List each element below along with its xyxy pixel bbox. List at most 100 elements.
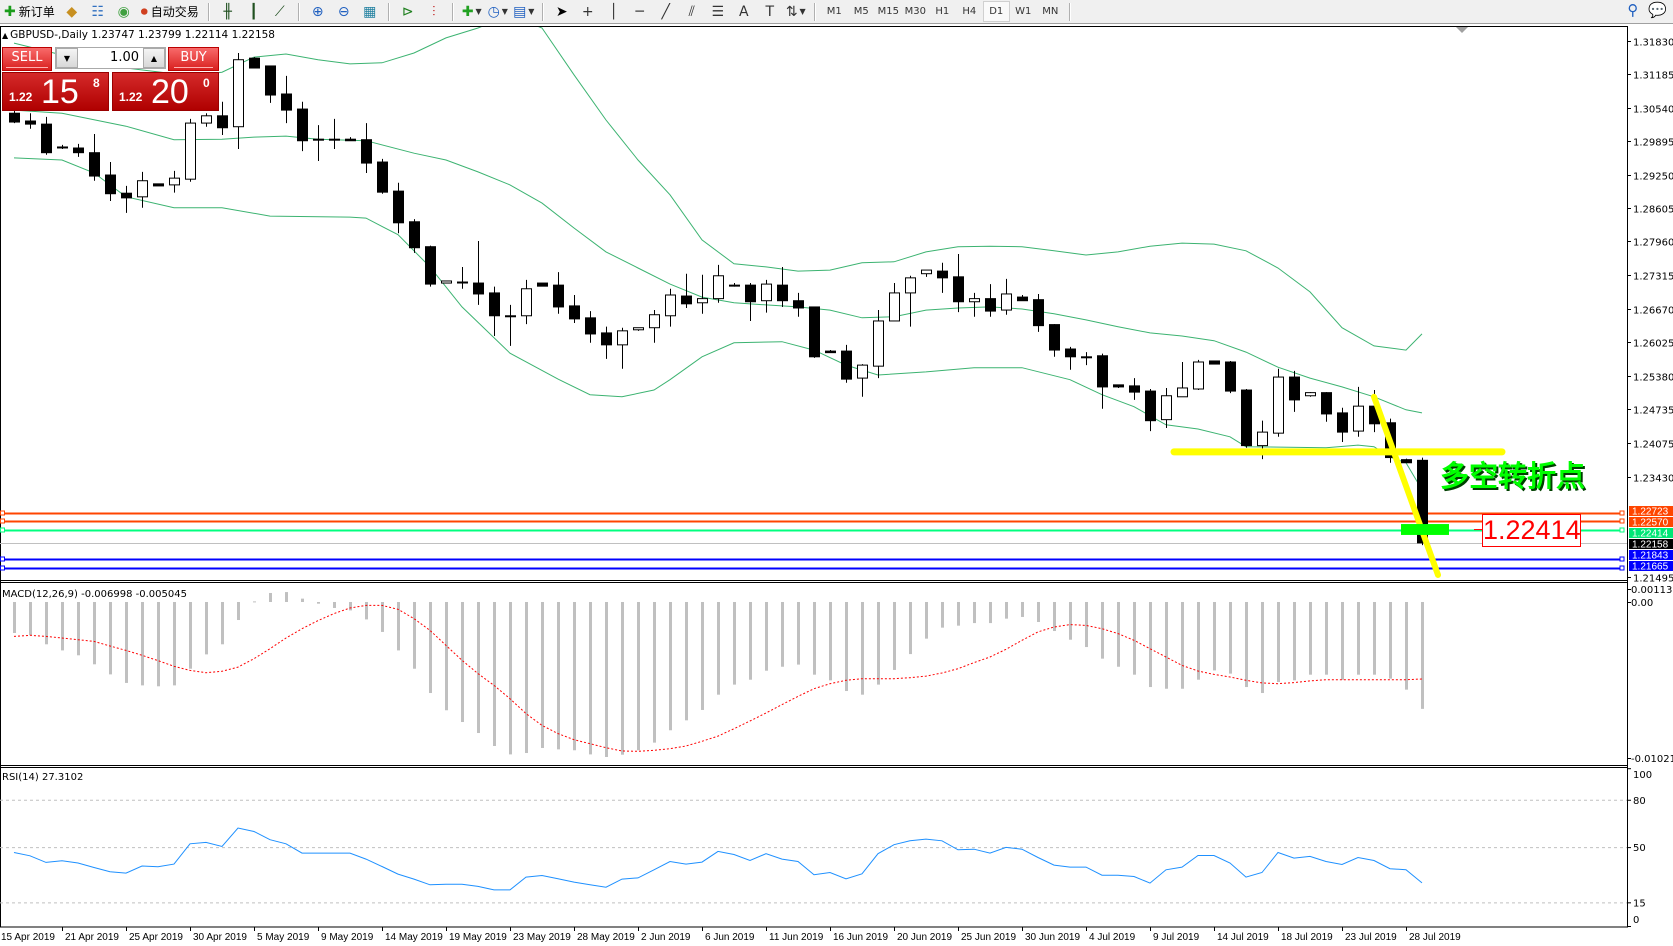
date-axis-label: 19 May 2019	[449, 932, 507, 943]
macd-histogram-bar	[893, 602, 896, 670]
timeframe-m1[interactable]: M1	[826, 6, 842, 17]
candle	[1001, 278, 1012, 315]
bollinger-upper-band	[13, 27, 1423, 351]
search-icon[interactable]: ⚲	[1627, 1, 1639, 19]
timeframe-h1[interactable]: H1	[935, 6, 950, 17]
buy-price-button[interactable]: 1.22 20 0	[112, 72, 219, 111]
dropdown-arrow-icon[interactable]: ▼	[501, 7, 508, 16]
tile-windows-button[interactable]: ▦	[357, 1, 383, 22]
timeframe-h4[interactable]: H4	[962, 6, 977, 17]
sell-price-button[interactable]: 1.22 15 8	[2, 72, 109, 111]
line-handle[interactable]	[1619, 510, 1625, 516]
line-handle[interactable]	[0, 518, 5, 524]
sell-price-prefix: 1.22	[9, 90, 33, 104]
breakdown-trendline[interactable]	[1371, 393, 1441, 578]
timeframe-m15[interactable]: M15	[877, 6, 899, 17]
annotation-text[interactable]: 多空转折点	[1440, 459, 1585, 493]
date-axis-label: 2 Jun 2019	[641, 932, 691, 943]
bar-chart-icon: ╫	[223, 3, 232, 20]
price-tag-bg	[1629, 517, 1673, 527]
sell-button[interactable]: SELL	[2, 47, 52, 71]
line-chart-button[interactable]: ⟋	[267, 1, 293, 22]
candle-body-bullish	[729, 284, 740, 287]
timeframe-d1[interactable]: D1	[982, 1, 1010, 22]
macd-histogram-bar	[1181, 602, 1184, 689]
dropdown-arrow-icon[interactable]: ▼	[475, 7, 482, 16]
candle-body-bullish	[1353, 405, 1364, 432]
line-handle[interactable]	[1619, 565, 1625, 571]
zoom-in-button[interactable]: ⊕	[305, 1, 331, 22]
price-tag-bg	[1629, 561, 1673, 571]
candle-body-bearish	[1049, 324, 1060, 351]
text-button[interactable]: A	[731, 1, 757, 22]
collapse-triangle-icon[interactable]: ▲	[2, 31, 9, 40]
timeframe-m30[interactable]: M30	[904, 6, 926, 17]
equidistant-channel-button[interactable]: ⫽	[679, 1, 705, 22]
navigator-button[interactable]: ☷	[85, 1, 111, 22]
fibonacci-button[interactable]: ☰	[705, 1, 731, 22]
signals-button[interactable]: ◉	[111, 1, 137, 22]
lot-increase-button[interactable]: ▲	[143, 48, 165, 68]
price-label-object[interactable]: 1.22414	[1482, 514, 1581, 547]
chart-shift-button[interactable]: ⫶	[421, 1, 447, 22]
timeframe-m5[interactable]: M5	[853, 6, 869, 17]
line-handle[interactable]	[0, 556, 5, 562]
timeframe-w1[interactable]: W1	[1015, 6, 1032, 17]
indicators-button[interactable]: ✚ ▼	[459, 1, 485, 22]
rectangle-object[interactable]	[1401, 524, 1449, 535]
fibonacci-icon: ☰	[711, 3, 725, 20]
line-handle[interactable]	[1619, 518, 1625, 524]
line-handle[interactable]	[0, 510, 5, 516]
trendline-button[interactable]: ╱	[653, 1, 679, 22]
line-handle[interactable]	[1619, 556, 1625, 562]
trendline-icon: ╱	[661, 3, 670, 20]
lot-decrease-button[interactable]: ▼	[56, 48, 78, 68]
new-order-button[interactable]: ✚ 新订单	[0, 1, 59, 22]
horizontal-line-button[interactable]: ─	[627, 1, 653, 22]
cursor-button[interactable]: ➤	[549, 1, 575, 22]
macd-histogram-bar	[1277, 602, 1280, 683]
auto-trading-button[interactable]: ⏺ 自动交易	[137, 1, 203, 22]
zoom-out-button[interactable]: ⊖	[331, 1, 357, 22]
vertical-line-button[interactable]: │	[601, 1, 627, 22]
macd-histogram-bar	[1005, 602, 1008, 619]
macd-histogram-bar	[813, 602, 816, 675]
toolbar-right: ⚲ 💬	[1627, 1, 1667, 19]
macd-histogram-bar	[109, 602, 112, 675]
candle-body-bearish	[777, 284, 788, 302]
market-watch-button[interactable]: ◆	[59, 1, 85, 22]
timeframe-mn[interactable]: MN	[1042, 6, 1059, 17]
crosshair-button[interactable]: +	[575, 1, 601, 22]
candle-body-bearish	[1145, 390, 1156, 422]
lot-size-input[interactable]: 1.00	[110, 50, 139, 65]
macd-histogram-bar	[1101, 602, 1104, 659]
templates-button[interactable]: ▤ ▼	[511, 1, 537, 22]
macd-histogram-bar	[989, 602, 992, 624]
sell-price-fraction: 8	[93, 76, 100, 90]
buy-price-prefix: 1.22	[119, 90, 143, 104]
date-axis-label: 9 Jul 2019	[1153, 932, 1200, 943]
chart-shift-marker-icon[interactable]	[1456, 27, 1468, 33]
line-handle[interactable]	[0, 527, 5, 533]
bar-chart-button[interactable]: ╫	[215, 1, 241, 22]
line-handle[interactable]	[1619, 527, 1625, 533]
dropdown-arrow-icon[interactable]: ▼	[528, 7, 535, 16]
candle-body-bearish	[1209, 360, 1220, 365]
candle-body-bullish	[905, 277, 916, 294]
macd-histogram-bar	[269, 592, 272, 602]
arrows-button[interactable]: ⇅ ▼	[783, 1, 809, 22]
lot-size-stepper[interactable]: ▼ 1.00 ▲	[55, 47, 166, 69]
periods-clock-button[interactable]: ◷ ▼	[485, 1, 511, 22]
text-label-button[interactable]: T	[757, 1, 783, 22]
candlestick-chart-button[interactable]: ┃	[241, 1, 267, 22]
candle	[649, 310, 660, 343]
macd-histogram-bar	[925, 602, 928, 639]
chat-icon[interactable]: 💬	[1648, 1, 1667, 19]
buy-button[interactable]: BUY	[168, 47, 219, 71]
line-handle[interactable]	[0, 565, 5, 571]
candle-body-bullish	[617, 330, 628, 346]
auto-scroll-button[interactable]: ⊳	[395, 1, 421, 22]
toolbar-button-label: 自动交易	[150, 5, 199, 19]
dropdown-arrow-icon[interactable]: ▼	[799, 7, 806, 16]
